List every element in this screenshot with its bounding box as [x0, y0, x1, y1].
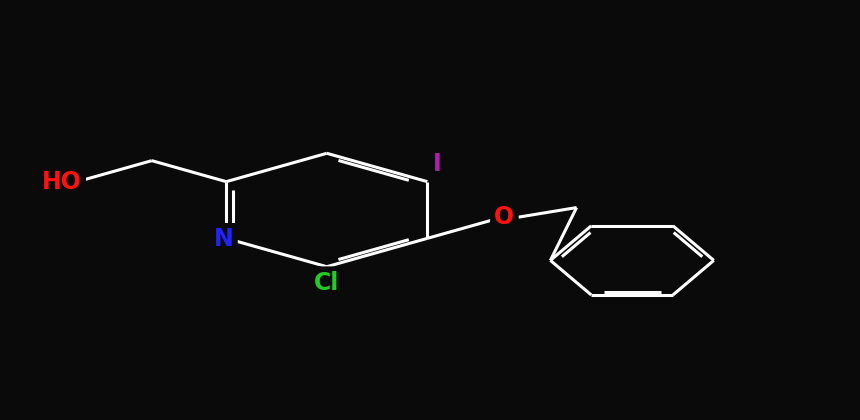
Text: HO: HO [42, 170, 82, 194]
Text: N: N [214, 227, 234, 251]
Text: I: I [433, 152, 442, 176]
Text: O: O [494, 205, 514, 229]
Text: Cl: Cl [314, 270, 340, 295]
